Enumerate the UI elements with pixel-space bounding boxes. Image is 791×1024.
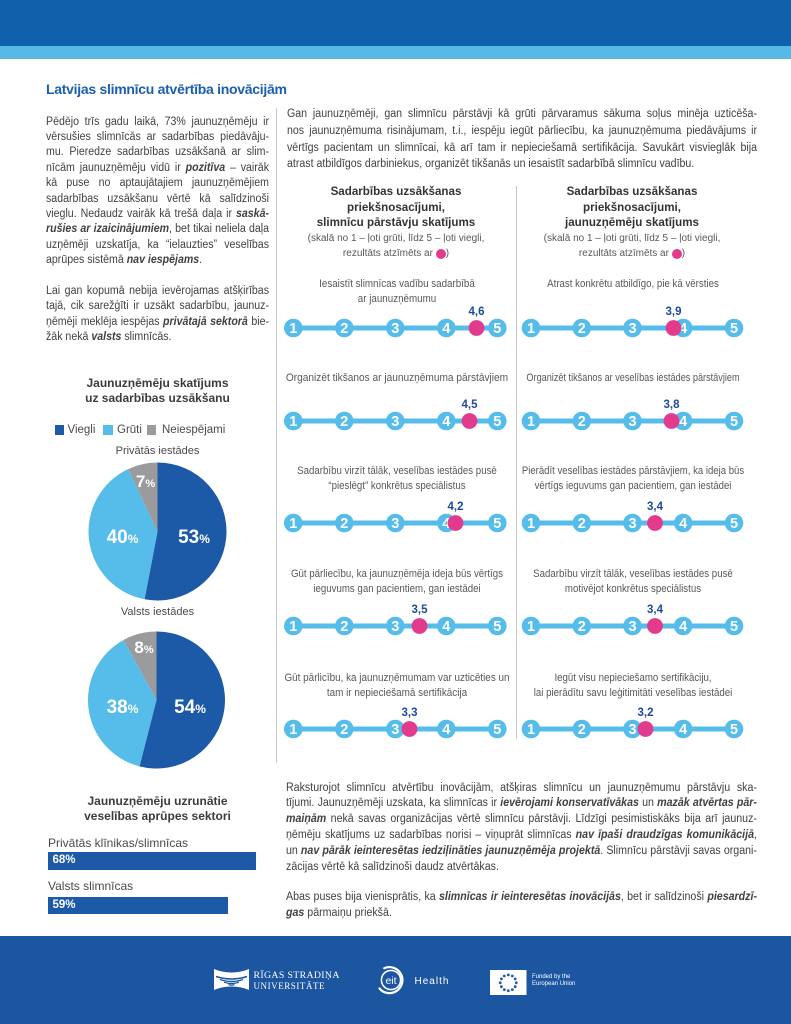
svg-text:3: 3 xyxy=(628,516,636,532)
svg-text:5: 5 xyxy=(730,619,738,635)
svg-text:4: 4 xyxy=(679,321,687,337)
svg-text:4: 4 xyxy=(442,321,450,337)
svg-text:4: 4 xyxy=(679,722,687,738)
svg-text:1: 1 xyxy=(527,722,535,738)
svg-text:2: 2 xyxy=(340,722,348,738)
svg-text:4: 4 xyxy=(679,619,687,635)
svg-text:1: 1 xyxy=(289,619,297,635)
svg-text:3: 3 xyxy=(391,414,399,430)
svg-text:5: 5 xyxy=(493,619,501,635)
svg-text:4: 4 xyxy=(442,414,450,430)
svg-text:1: 1 xyxy=(289,516,297,532)
svg-text:3: 3 xyxy=(391,619,399,635)
svg-text:3: 3 xyxy=(391,516,399,532)
svg-text:2: 2 xyxy=(578,414,586,430)
svg-text:2: 2 xyxy=(578,516,586,532)
svg-text:3: 3 xyxy=(628,722,636,738)
svg-text:5: 5 xyxy=(493,321,501,337)
svg-text:1: 1 xyxy=(527,414,535,430)
svg-text:3: 3 xyxy=(628,321,636,337)
svg-text:5: 5 xyxy=(493,516,501,532)
svg-text:4: 4 xyxy=(442,619,450,635)
svg-text:5: 5 xyxy=(493,722,501,738)
svg-text:5: 5 xyxy=(730,321,738,337)
svg-text:1: 1 xyxy=(527,516,535,532)
svg-text:1: 1 xyxy=(289,414,297,430)
svg-text:5: 5 xyxy=(730,722,738,738)
svg-text:1: 1 xyxy=(527,619,535,635)
svg-text:eit: eit xyxy=(385,975,396,987)
svg-text:5: 5 xyxy=(730,516,738,532)
svg-text:4: 4 xyxy=(442,516,450,532)
svg-text:3: 3 xyxy=(391,321,399,337)
svg-text:5: 5 xyxy=(493,414,501,430)
svg-text:2: 2 xyxy=(578,321,586,337)
svg-text:1: 1 xyxy=(289,722,297,738)
svg-text:2: 2 xyxy=(340,321,348,337)
svg-text:3: 3 xyxy=(391,722,399,738)
svg-text:4: 4 xyxy=(679,516,687,532)
svg-text:1: 1 xyxy=(289,321,297,337)
svg-text:2: 2 xyxy=(578,619,586,635)
svg-text:2: 2 xyxy=(340,516,348,532)
svg-text:2: 2 xyxy=(340,619,348,635)
svg-text:2: 2 xyxy=(578,722,586,738)
svg-text:4: 4 xyxy=(679,414,687,430)
svg-text:3: 3 xyxy=(628,619,636,635)
svg-text:3: 3 xyxy=(628,414,636,430)
svg-text:5: 5 xyxy=(730,414,738,430)
svg-text:1: 1 xyxy=(527,321,535,337)
svg-text:2: 2 xyxy=(340,414,348,430)
svg-text:4: 4 xyxy=(442,722,450,738)
